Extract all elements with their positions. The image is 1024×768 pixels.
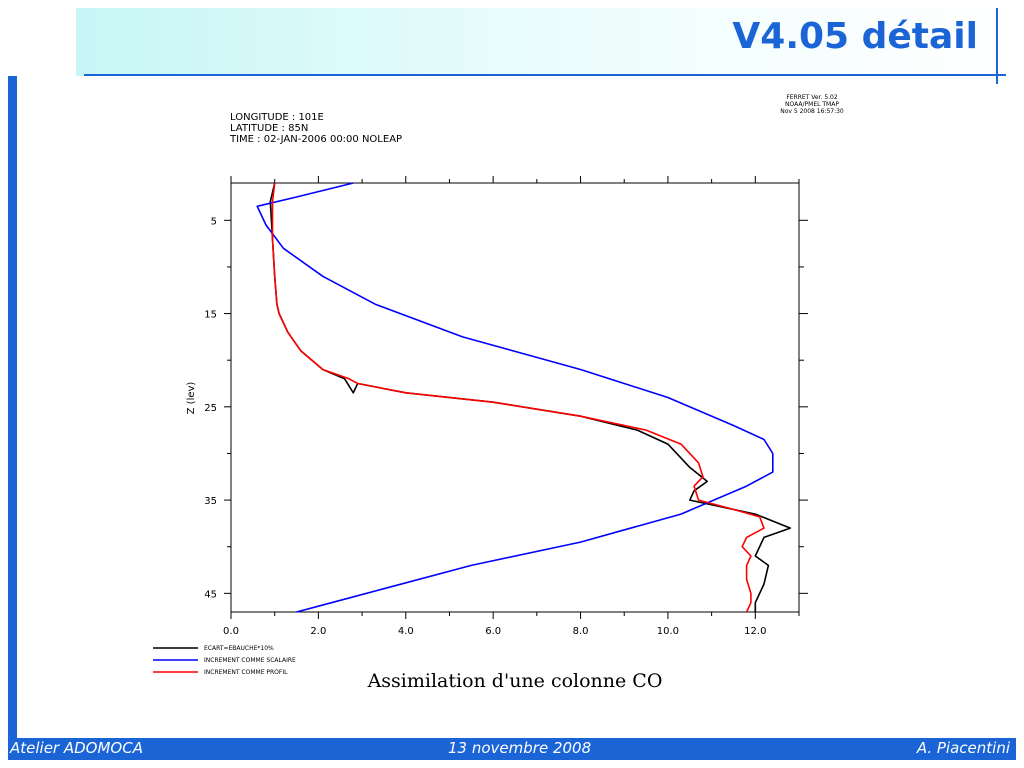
chart-header: LONGITUDE : 101E LATITUDE : 85N TIME : 0… xyxy=(229,112,402,145)
series-lines xyxy=(256,182,792,613)
title-band xyxy=(76,8,1000,76)
series-line-1 xyxy=(256,182,774,613)
stamp-version: FERRET Ver. 5.02 xyxy=(786,94,838,101)
x-tick-label: 4.0 xyxy=(398,626,414,637)
footer-event: Atelier ADOMOCA xyxy=(10,739,143,757)
series-line-0 xyxy=(269,182,792,612)
x-tick-label: 2.0 xyxy=(310,626,326,637)
left-accent-bar xyxy=(8,76,17,738)
stamp-org: NOAA/PMEL TMAP xyxy=(785,101,839,108)
chart-caption: Assimilation d'une colonne CO xyxy=(367,670,663,692)
y-ticks xyxy=(224,219,808,594)
y-tick-label: 25 xyxy=(204,403,217,414)
y-tick-label: 5 xyxy=(211,216,217,227)
header-longitude: LONGITUDE : 101E xyxy=(230,112,324,123)
y-axis-label: Z (lev) xyxy=(186,382,197,415)
y-tick-label: 45 xyxy=(204,589,217,600)
footer-date: 13 novembre 2008 xyxy=(448,739,592,757)
title-vertical-rule xyxy=(996,8,998,84)
stamp-date: Nov 5 2008 16:57:30 xyxy=(780,108,844,115)
title-underline xyxy=(84,74,1006,76)
x-ticks xyxy=(230,176,800,619)
x-tick-labels: 0.0 2.0 4.0 6.0 8.0 10.0 12.0 xyxy=(223,626,766,637)
legend-label: INCREMENT COMME PROFIL xyxy=(204,669,288,676)
x-tick-label: 8.0 xyxy=(573,626,589,637)
legend-label: ECART=EBAUCHE*10% xyxy=(204,645,274,652)
y-tick-labels: 5 15 25 35 45 xyxy=(204,216,217,600)
x-tick-label: 6.0 xyxy=(485,626,501,637)
slide-title: V4.05 détail xyxy=(732,16,978,57)
legend-label: INCREMENT COMME SCALAIRE xyxy=(204,657,296,664)
series-line-2 xyxy=(271,182,765,613)
ferret-stamp: FERRET Ver. 5.02 NOAA/PMEL TMAP Nov 5 20… xyxy=(780,94,844,115)
x-tick-label: 12.0 xyxy=(744,626,766,637)
header-latitude: LATITUDE : 85N xyxy=(230,123,308,134)
footer-bar: Atelier ADOMOCA 13 novembre 2008 A. Piac… xyxy=(8,738,1016,760)
legend: ECART=EBAUCHE*10% INCREMENT COMME SCALAIR… xyxy=(153,645,296,676)
plot-frame xyxy=(230,182,800,613)
y-tick-label: 35 xyxy=(204,496,217,507)
footer-author: A. Piacentini xyxy=(916,739,1010,757)
header-time: TIME : 02-JAN-2006 00:00 NOLEAP xyxy=(229,134,402,145)
x-tick-label: 10.0 xyxy=(657,626,679,637)
y-tick-label: 15 xyxy=(204,310,217,321)
x-tick-label: 0.0 xyxy=(223,626,239,637)
